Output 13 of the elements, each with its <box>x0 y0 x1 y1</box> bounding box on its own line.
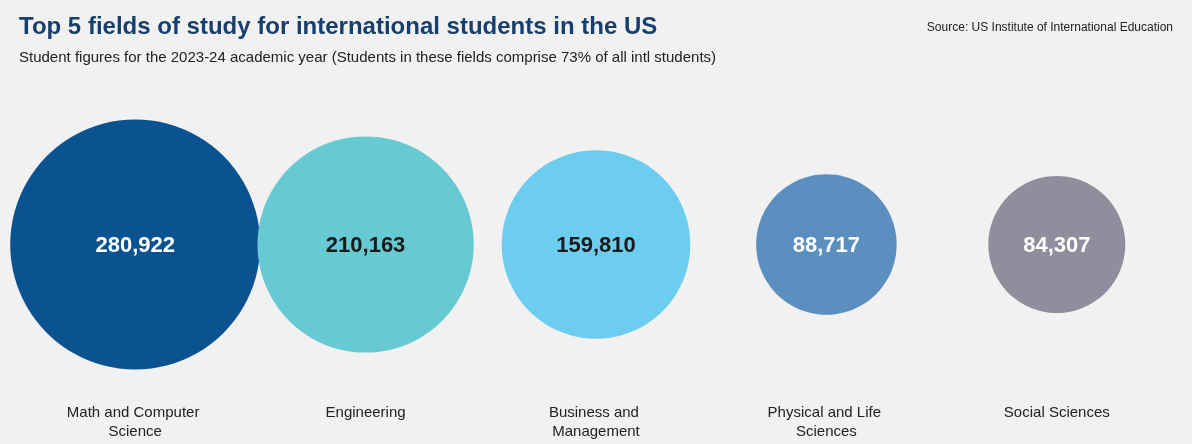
source-note: Source: US Institute of International Education <box>926 20 1174 34</box>
data-label: 84,307 <box>1023 232 1091 257</box>
text: Student figures for the 2023-24 academic year (Students in these fields comprise 73% of all intl students) <box>19 48 717 65</box>
data-label: 210,163 <box>325 232 406 257</box>
category-label: Math and Computer Science <box>66 403 204 439</box>
category-label: Engineering <box>325 403 406 420</box>
data-label: 88,717 <box>792 232 861 257</box>
category-label: Physical and Life Sciences <box>767 403 886 439</box>
data-label: 159,810 <box>556 232 636 257</box>
data-label: 280,922 <box>95 232 175 257</box>
category-label: Business and Management <box>548 403 644 439</box>
category-label: Social Sciences <box>1003 403 1110 420</box>
text: Top 5 fields of study for international students in the US <box>19 11 658 39</box>
